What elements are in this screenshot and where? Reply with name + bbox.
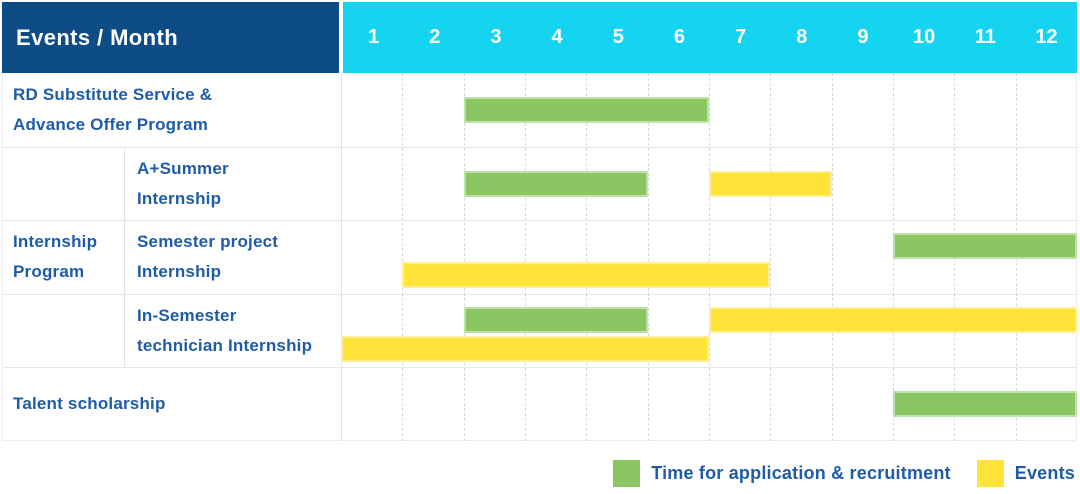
- row-label: A+Summer Internship: [137, 158, 229, 208]
- row-label: Semester project Internship: [137, 232, 279, 281]
- row-divider: [2, 220, 1077, 221]
- legend-item-event: Events: [976, 460, 1075, 487]
- month-header-cell-3: 3: [490, 26, 502, 48]
- row-label: RD Substitute Service & Advance Offer Pr…: [13, 85, 213, 134]
- month-header-cell-8: 8: [796, 26, 808, 48]
- month-gridline: [770, 73, 771, 441]
- month-gridline: [525, 73, 526, 441]
- month-header-cell-1: 1: [368, 26, 380, 48]
- table-header-corner: Events / Month: [2, 2, 339, 73]
- row-label: In-Semester technician Internship: [137, 305, 313, 355]
- row-divider: [2, 294, 1077, 295]
- month-gridline: [586, 73, 587, 441]
- gantt-bar-application: [463, 170, 648, 197]
- table-title: Events / Month: [16, 24, 179, 50]
- month-gridline: [648, 73, 649, 441]
- gantt-bar-application: [463, 97, 709, 123]
- month-gridline: [709, 73, 710, 441]
- legend-item-application: Time for application & recruitment: [613, 460, 951, 487]
- month-header-cell-6: 6: [673, 26, 685, 48]
- month-header-cell-11: 11: [974, 26, 996, 48]
- month-header-cell-12: 12: [1035, 26, 1058, 48]
- legend: Time for application & recruitment Events: [613, 460, 1075, 487]
- month-header-cell-10: 10: [913, 26, 936, 48]
- gantt-bar-event: [709, 307, 1077, 333]
- month-gridline: [464, 73, 465, 441]
- group-label-internship-program: Internship Program: [13, 232, 98, 281]
- month-gridline: [832, 73, 833, 441]
- row-divider: [2, 367, 1077, 368]
- gantt-bar-event: [709, 170, 832, 197]
- row-label: Talent scholarship: [13, 394, 166, 413]
- month-header-cell-5: 5: [612, 26, 624, 48]
- month-header-row: 1 2 3 4 5 6 7 8 9 10 11 12: [343, 2, 1077, 73]
- gantt-bar-application: [893, 391, 1077, 417]
- month-header-cell-2: 2: [429, 26, 441, 48]
- legend-swatch-application: [613, 460, 641, 487]
- label-month-divider: [341, 73, 342, 441]
- gantt-bar-application: [893, 233, 1077, 259]
- month-gridline: [402, 73, 403, 441]
- legend-label: Events: [1014, 463, 1075, 483]
- group-subcolumn-divider: [124, 147, 125, 367]
- row-divider: [2, 147, 1077, 148]
- gantt-bar-application: [463, 307, 648, 333]
- gantt-bar-event: [402, 262, 771, 288]
- legend-label: Time for application & recruitment: [651, 463, 951, 483]
- month-header-cell-4: 4: [551, 26, 563, 48]
- month-header-cell-9: 9: [857, 26, 869, 48]
- gantt-bar-event: [341, 336, 709, 362]
- month-header-cell-7: 7: [735, 26, 747, 48]
- legend-swatch-event: [976, 460, 1004, 487]
